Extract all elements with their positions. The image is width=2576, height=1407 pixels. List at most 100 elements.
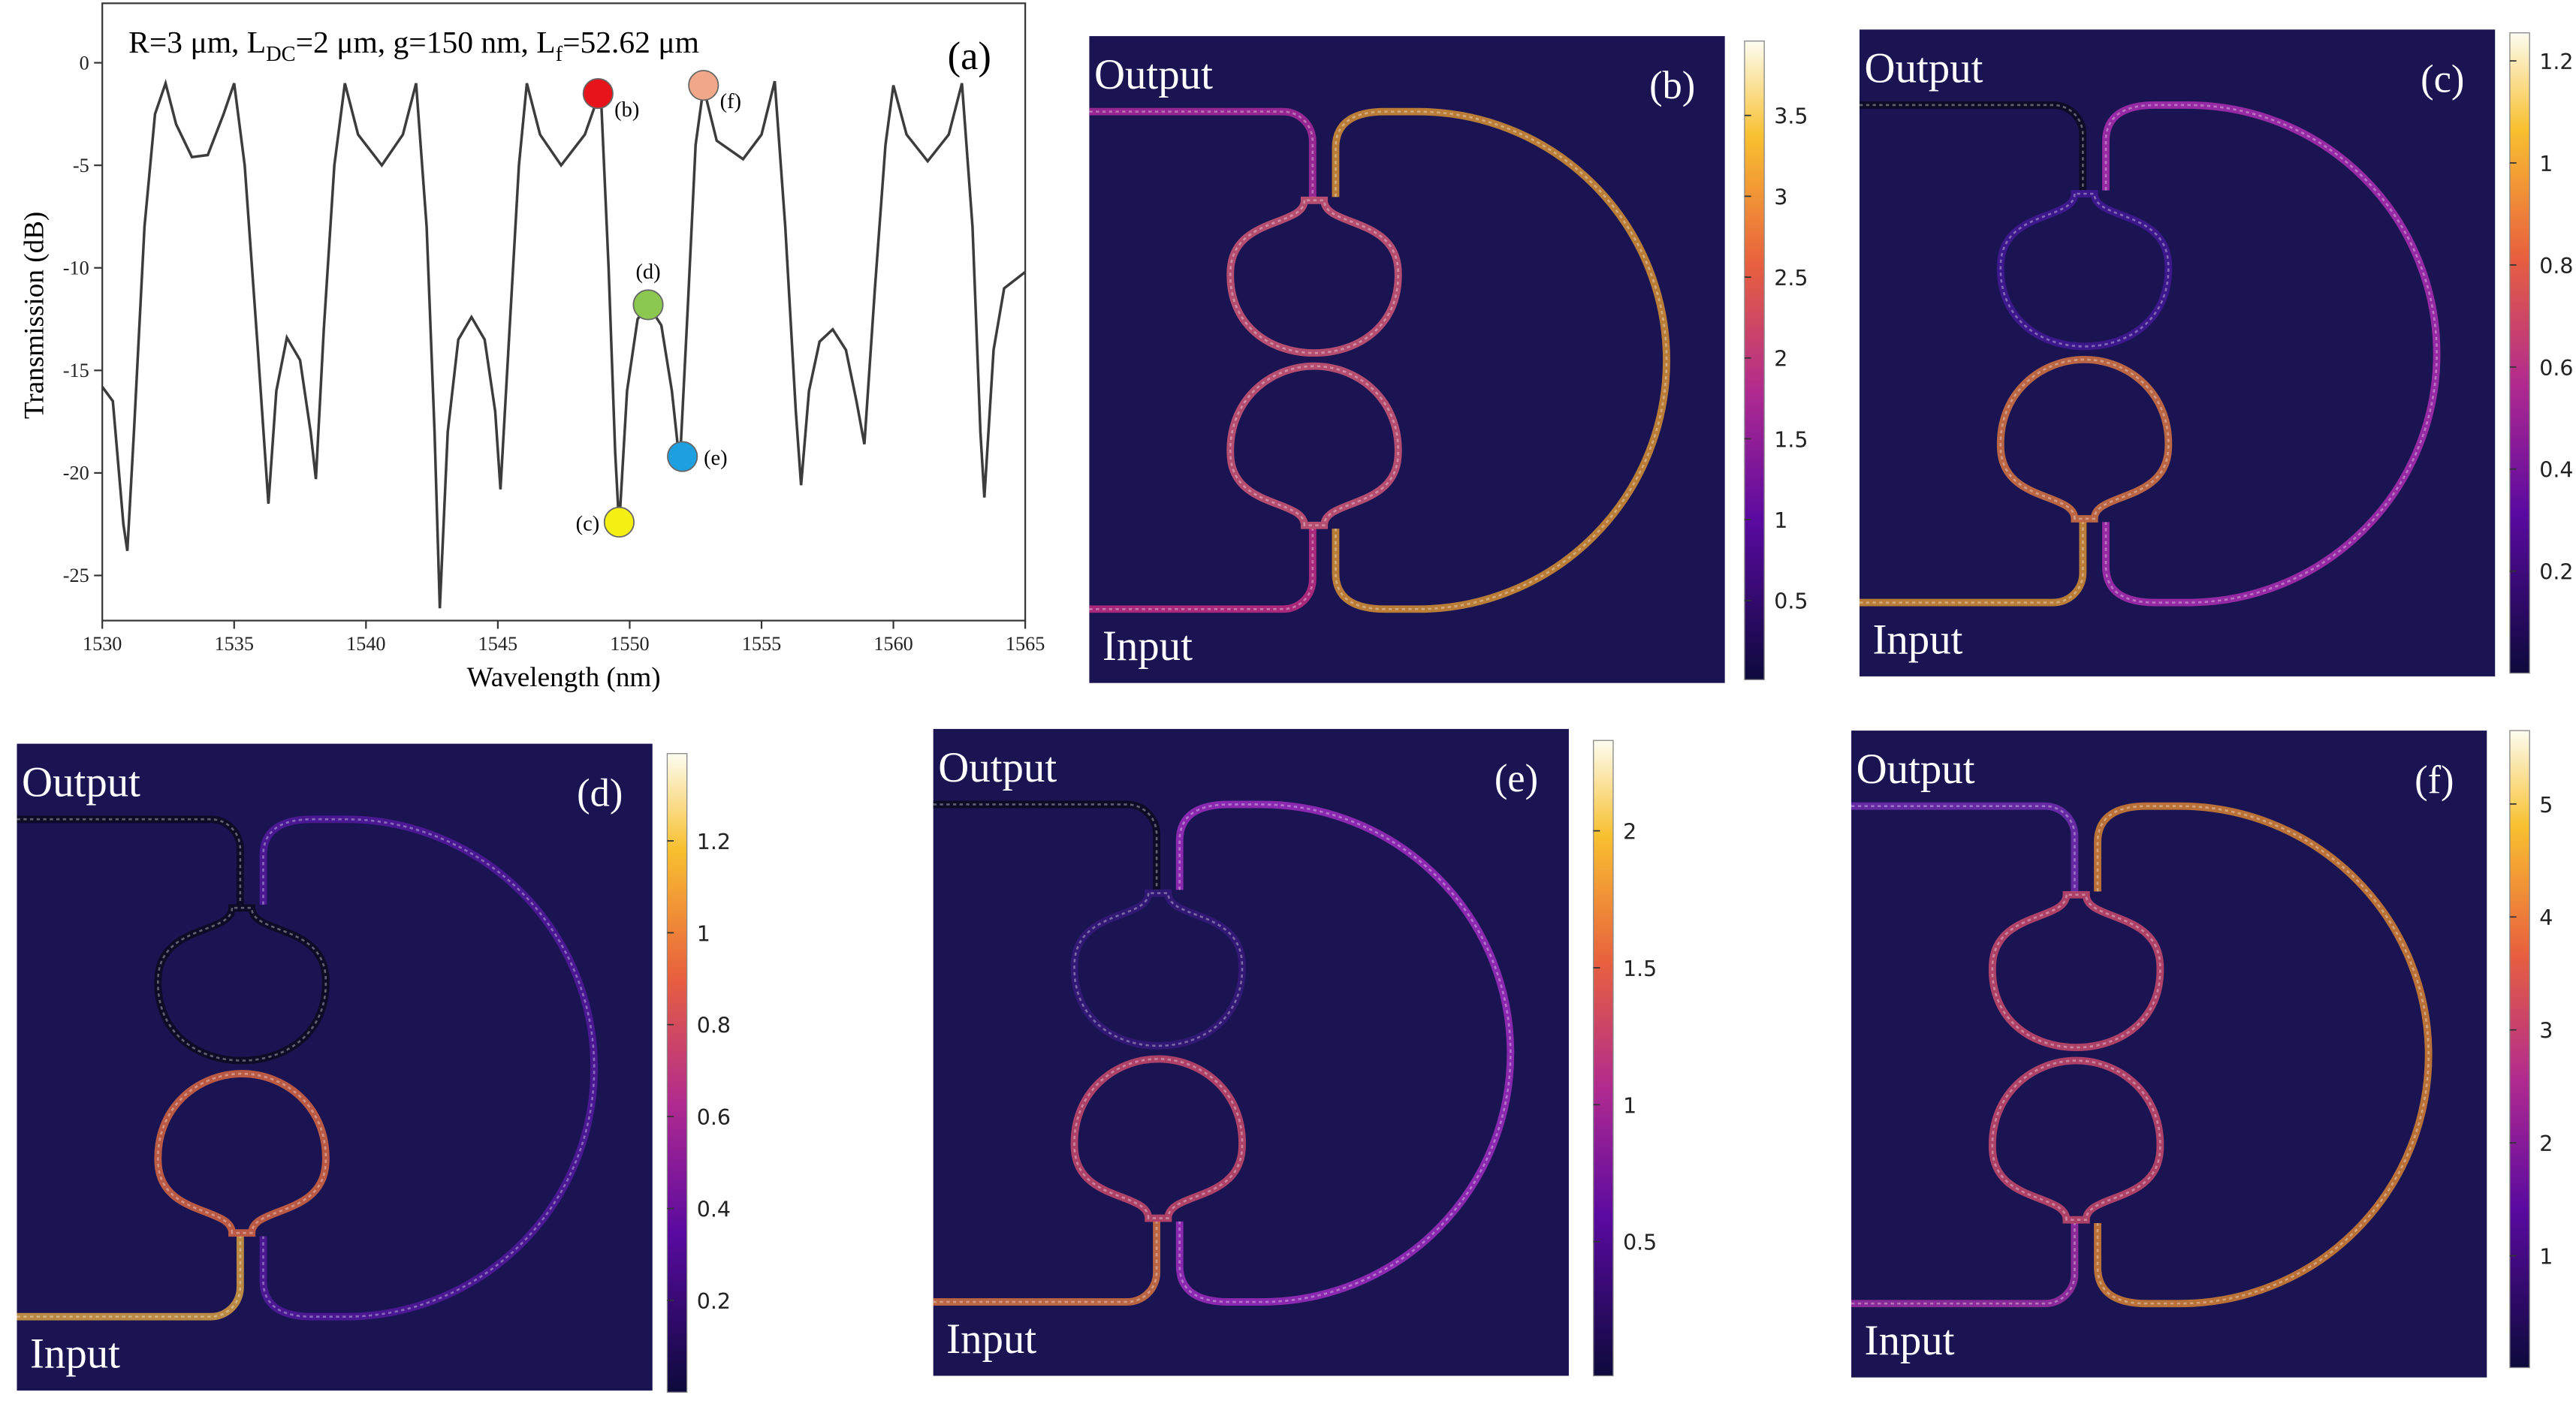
panel-label: (f) [2415,758,2454,802]
series-line [101,78,1027,609]
point-label: (d) [635,261,660,284]
point-marker [603,506,635,538]
waveguide-glow [17,1236,244,1321]
device [933,800,1515,1306]
waveguide [1999,192,2170,348]
y-axis-label: Transmission (dB) [19,212,50,419]
waveguide-glow [1332,107,1670,613]
colorbar-tick-label: 2.5 [1774,266,1808,291]
field-map [933,728,1569,1376]
field-map [1851,731,2487,1378]
panel-label: (e) [1495,757,1538,800]
title-part: R=3 μm, L [128,25,266,59]
waveguide [157,906,327,1062]
device [1859,101,2441,607]
waveguide [1851,1223,2076,1305]
device [17,815,598,1321]
waveguide-glow [259,815,598,1321]
colorbar-tick-label: 1.5 [1774,427,1808,452]
y-tick-label: -10 [63,257,89,279]
panel-label: (c) [2421,57,2464,101]
input-label: Input [1872,616,1962,663]
waveguide-glow [154,1070,330,1237]
y-tick-label: -15 [63,360,89,381]
colorbar-tick-label: 0.8 [2539,254,2573,279]
colorbar-tick-label: 2 [1774,347,1787,372]
point-marker [582,78,614,110]
x-tick-label: 1555 [742,633,781,655]
waveguide [1991,893,2161,1049]
waveguide [1229,199,1399,354]
waveguide-glow [1859,522,2087,607]
colorbar-tick-label: 2 [2539,1131,2553,1156]
x-tick-label: 1540 [346,633,385,655]
waveguide [1073,892,1244,1047]
point-marker [667,441,698,472]
waveguide [1089,110,1314,197]
colorbar-tick-label: 5 [2539,793,2553,818]
point-label: (c) [576,512,600,535]
plot-frame [101,2,1027,622]
y-tick-label: -20 [63,462,89,484]
colorbar-tick-label: 0.2 [2539,560,2573,585]
point-marker [632,289,664,321]
x-tick-label: 1535 [215,633,254,655]
colorbar-tick-label: 0.5 [1623,1231,1657,1255]
waveguide-glow [154,904,330,1065]
title-subscript: DC [266,43,295,66]
title-part: =52.62 μm [563,25,699,59]
waveguide [17,1236,242,1318]
waveguide-glow [2102,101,2441,607]
output-label: Output [1094,51,1213,98]
waveguide-glow [1997,355,2173,523]
chart-title: R=3 μm, LDC=2 μm, g=150 nm, Lf=52.62 μm [128,25,699,66]
colorbar-tick-label: 1 [2539,1245,2553,1270]
output-label: Output [938,744,1057,791]
x-tick-label: 1545 [478,633,517,655]
field-map [1859,29,2496,676]
panel-label: (a) [948,35,991,78]
waveguide-glow [933,1221,1160,1306]
field-map [1089,36,1725,683]
x-tick-label: 1565 [1006,633,1045,655]
waveguide-glow [17,815,244,905]
waveguide [1089,529,1314,610]
colorbar-tick-label: 1 [1623,1093,1636,1118]
input-label: Input [30,1330,120,1378]
input-label: Input [1865,1317,1955,1364]
x-tick-label: 1530 [83,633,122,655]
waveguide [933,1221,1158,1303]
colorbar [2509,32,2530,674]
waveguide-glow [1851,1223,2079,1308]
waveguide [1851,805,2076,892]
colorbar-tick-label: 0.2 [697,1289,731,1314]
colorbar-tick-label: 1.2 [2539,50,2573,74]
colorbar-tick-label: 1.2 [697,830,731,854]
waveguide [933,803,1158,890]
waveguide-glow [1851,802,2079,892]
waveguide-glow [2094,802,2433,1308]
waveguide-glow [1070,889,1246,1050]
waveguide-glow [1997,190,2173,351]
waveguide [1859,104,2084,191]
colorbar [666,753,688,1393]
colorbar-tick-label: 0.4 [697,1197,731,1222]
point-label: (e) [704,447,728,470]
output-label: Output [1865,44,1983,92]
point-label: (b) [614,98,639,122]
colorbar-tick-label: 3 [1774,185,1787,209]
waveguide-glow [1989,890,2164,1052]
waveguide-glow [1226,362,1402,529]
x-tick-label: 1560 [873,633,912,655]
title-part: =2 μm, g=150 nm, L [296,25,556,59]
waveguide-glow [1070,1055,1246,1222]
waveguide-glow [1089,107,1317,197]
waveguide [17,818,242,905]
waveguide-glow [1859,101,2087,191]
colorbar-tick-label: 0.8 [697,1014,731,1038]
colorbar-tick-label: 3.5 [1774,104,1808,129]
field-map [17,743,653,1391]
colorbar-tick-label: 4 [2539,905,2553,930]
waveguide-glow [1989,1056,2164,1224]
